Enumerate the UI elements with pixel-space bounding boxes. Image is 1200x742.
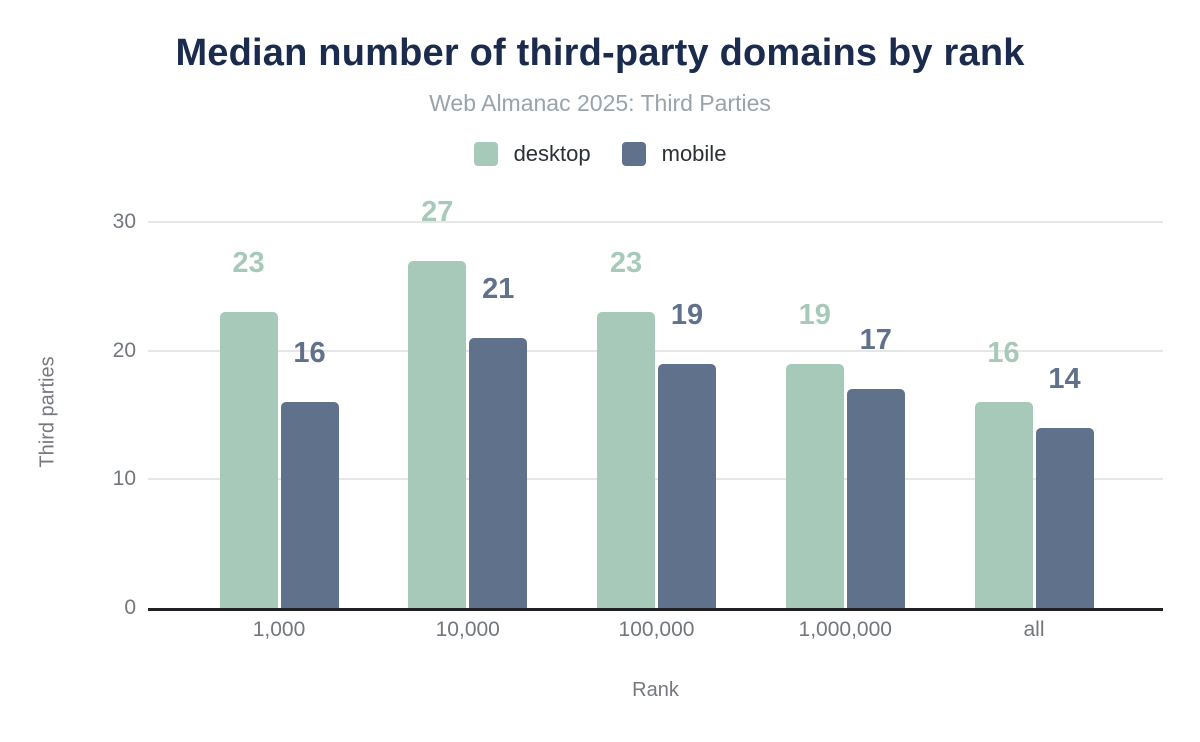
bar-desktop-all [974, 402, 1033, 608]
bar-mobile-10-000 [469, 337, 528, 608]
value-label-desktop-100-000: 23 [609, 247, 643, 280]
gridline-10 [148, 478, 1163, 481]
legend: desktop mobile [0, 141, 1200, 167]
bar-mobile-100-000 [658, 363, 716, 608]
value-label-desktop-all: 16 [987, 337, 1020, 370]
plot-area: 23 16 27 21 23 19 19 17 16 14 [148, 197, 1163, 611]
x-tick-100-000: 100,000 [618, 618, 695, 641]
y-tick-30: 30 [112, 210, 136, 233]
chart-subtitle: Web Almanac 2025: Third Parties [429, 90, 771, 116]
value-label-desktop-1-000: 23 [232, 247, 265, 280]
gridline-30 [148, 221, 1163, 223]
legend-label-desktop: desktop [513, 141, 591, 166]
y-axis-title: Third parties [36, 356, 59, 468]
legend-swatch-desktop-icon [473, 142, 498, 166]
y-tick-20: 20 [112, 338, 136, 362]
bar-mobile-1-000-000 [846, 389, 905, 608]
legend-item-desktop: desktop [473, 141, 591, 167]
y-tick-0: 0 [124, 596, 136, 619]
chart-title: Median number of third-party domains by … [175, 32, 1025, 74]
bar-desktop-1-000 [219, 312, 278, 608]
x-tick-all: all [1023, 618, 1045, 641]
value-label-mobile-1-000: 16 [293, 337, 326, 370]
value-label-mobile-all: 14 [1048, 362, 1081, 395]
value-label-desktop-1-000-000: 19 [798, 298, 831, 331]
value-label-mobile-100-000: 19 [670, 298, 704, 331]
bar-desktop-100-000 [597, 312, 655, 608]
bar-desktop-10-000 [408, 260, 467, 608]
value-label-desktop-10-000: 27 [421, 195, 454, 228]
bar-mobile-all [1035, 427, 1094, 608]
legend-item-mobile: mobile [621, 141, 727, 167]
value-label-mobile-1-000-000: 17 [859, 324, 892, 357]
bar-desktop-1-000-000 [785, 363, 844, 608]
legend-swatch-mobile-icon [621, 142, 646, 166]
y-tick-10: 10 [112, 467, 136, 491]
value-label-mobile-10-000: 21 [482, 272, 515, 305]
x-tick-10-000: 10,000 [435, 618, 500, 641]
legend-label-mobile: mobile [661, 141, 727, 166]
x-tick-1-000: 1,000 [252, 618, 306, 641]
x-tick-1-000-000: 1,000,000 [798, 618, 892, 641]
bar-mobile-1-000 [280, 402, 339, 608]
gridline-20 [148, 349, 1163, 352]
x-axis-title: Rank [632, 679, 679, 701]
